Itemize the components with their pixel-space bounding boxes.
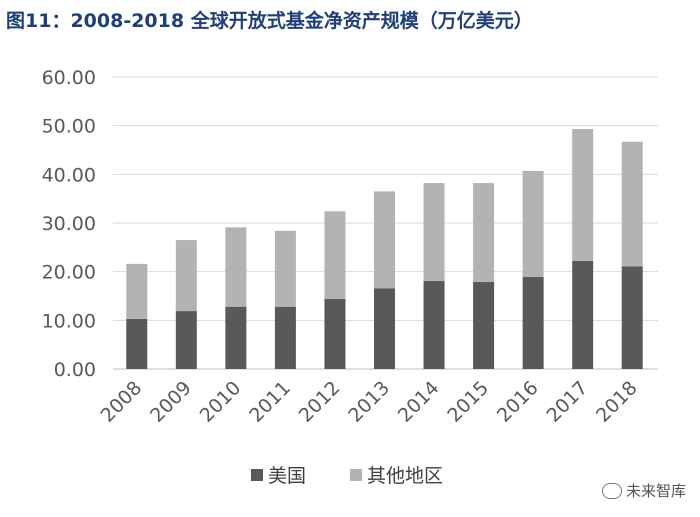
bar-us-2008 — [126, 318, 148, 369]
y-tick-label: 60.00 — [42, 67, 96, 89]
legend-swatch — [251, 469, 263, 481]
bar-other-2011 — [274, 230, 296, 307]
x-tick-label: 2010 — [196, 377, 246, 427]
watermark: 未来智库 — [601, 480, 686, 501]
bar-other-2010 — [225, 227, 247, 307]
y-tick-label: 0.00 — [54, 359, 96, 381]
watermark-text: 未来智库 — [625, 482, 686, 500]
x-tick-label: 2017 — [542, 377, 592, 427]
x-tick-label: 2012 — [295, 377, 345, 427]
bar-other-2016 — [522, 170, 544, 278]
bar-other-2009 — [175, 240, 197, 312]
y-axis-ticks: 0.00 10.00 20.00 30.00 40.00 50.00 60.00 — [42, 67, 96, 381]
bar-other-2015 — [473, 183, 495, 282]
x-tick-label: 2016 — [493, 377, 543, 427]
bar-us-2018 — [621, 266, 643, 369]
x-tick-label: 2009 — [146, 377, 196, 427]
legend: 美国 其他地区 — [251, 465, 443, 487]
x-tick-label: 2015 — [443, 377, 493, 427]
bar-us-2017 — [572, 260, 594, 369]
legend-label: 美国 — [268, 465, 306, 487]
x-tick-label: 2008 — [97, 377, 147, 427]
chart-title: 图11：2008-2018 全球开放式基金净资产规模（万亿美元） — [6, 10, 533, 32]
bar-other-2014 — [423, 183, 445, 281]
bar-us-2016 — [522, 277, 544, 369]
x-tick-label: 2011 — [245, 377, 295, 427]
bar-us-2009 — [175, 311, 197, 369]
bar-other-2018 — [621, 141, 643, 267]
bar-other-2008 — [126, 263, 148, 319]
legend-swatch — [350, 469, 362, 481]
bar-us-2014 — [423, 280, 445, 369]
bars — [126, 129, 643, 369]
y-tick-label: 10.00 — [42, 310, 96, 332]
x-axis-ticks: 2008 2009 2010 2011 2012 2013 2014 2015 2016 2017… — [97, 377, 642, 427]
x-tick-label: 2018 — [592, 377, 642, 427]
bar-other-2012 — [324, 211, 346, 299]
bar-other-2017 — [572, 129, 594, 261]
y-tick-label: 20.00 — [42, 262, 96, 284]
bar-us-2013 — [374, 288, 395, 369]
x-tick-label: 2013 — [344, 377, 394, 427]
wechat-icon — [601, 482, 622, 499]
bar-us-2011 — [274, 306, 296, 369]
bar-us-2010 — [225, 306, 247, 369]
y-tick-label: 40.00 — [42, 164, 96, 186]
y-tick-label: 30.00 — [42, 213, 96, 235]
x-tick-label: 2014 — [394, 377, 444, 427]
bar-us-2015 — [473, 281, 495, 369]
bar-us-2012 — [324, 298, 346, 369]
bar-other-2013 — [374, 191, 395, 289]
y-tick-label: 50.00 — [42, 116, 96, 138]
legend-label: 其他地区 — [367, 465, 443, 487]
